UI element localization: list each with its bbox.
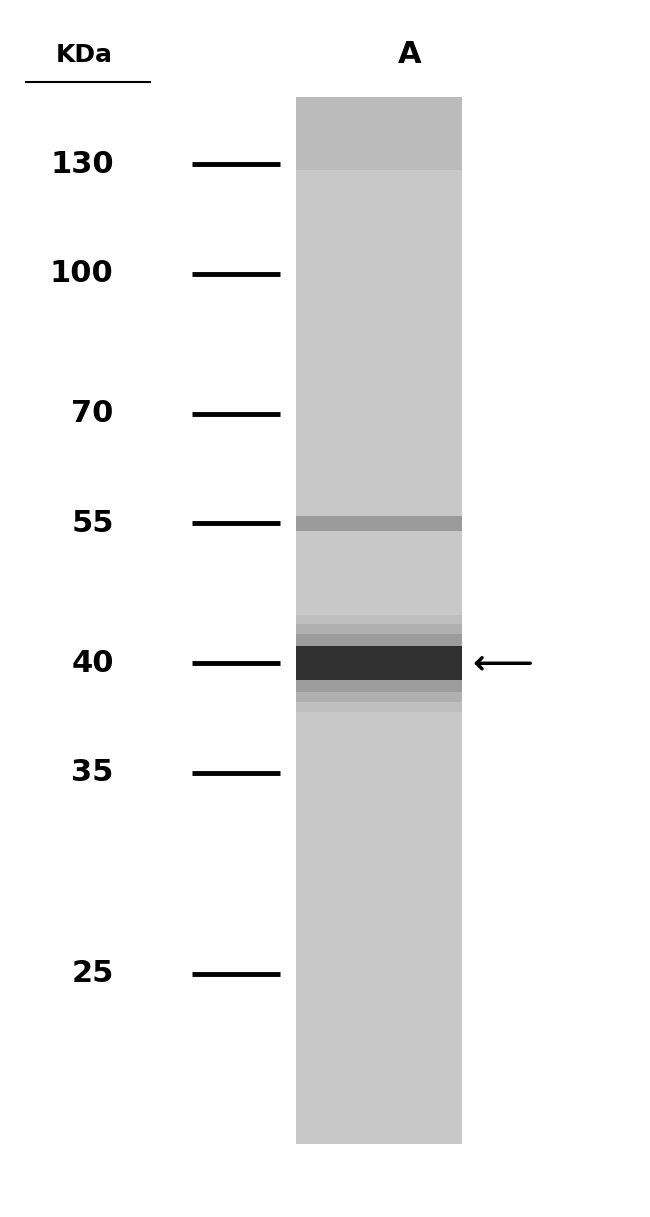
Bar (296, 615, 462, 712)
Text: A: A (398, 40, 421, 69)
Text: 25: 25 (72, 959, 114, 988)
Text: 35: 35 (72, 758, 114, 787)
Text: 40: 40 (72, 649, 114, 678)
Bar (296, 97, 462, 170)
Text: 130: 130 (50, 150, 114, 179)
Bar (296, 646, 462, 680)
Text: 55: 55 (72, 509, 114, 538)
Bar (296, 516, 462, 531)
Text: 70: 70 (72, 399, 114, 428)
Bar (296, 634, 462, 692)
Text: KDa: KDa (56, 43, 113, 67)
Bar (296, 97, 462, 1144)
Bar (296, 624, 462, 702)
Text: 100: 100 (50, 259, 114, 288)
